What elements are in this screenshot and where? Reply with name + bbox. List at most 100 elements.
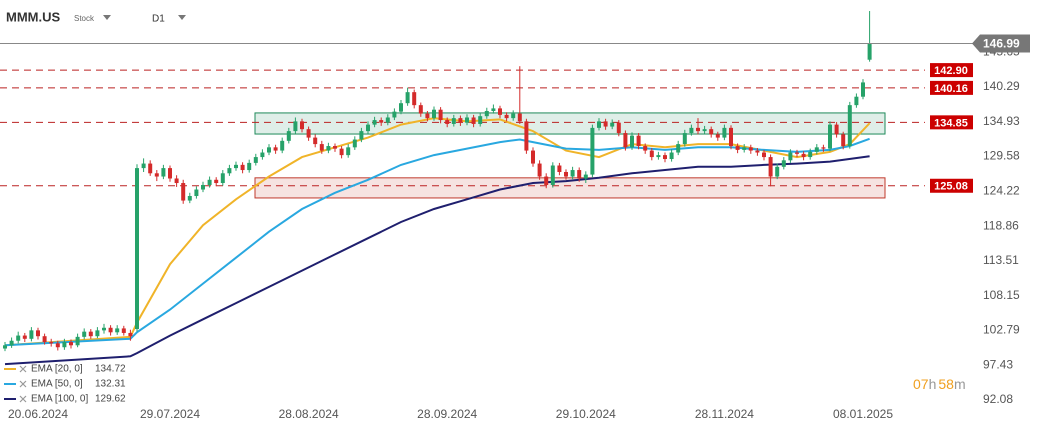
candle-body: [240, 164, 245, 171]
y-tick-label: 118.86: [983, 218, 1019, 232]
candle-body: [286, 131, 291, 141]
candle-body: [643, 146, 648, 151]
candle-body: [260, 152, 265, 158]
plot-area: [0, 11, 975, 366]
candle-body: [214, 179, 219, 184]
candle-body: [603, 121, 608, 127]
candle-body: [669, 152, 674, 160]
legend-remove[interactable]: [19, 365, 27, 373]
candle-body: [306, 129, 311, 138]
candle-body: [201, 184, 205, 190]
last-price-label: 146.99: [983, 37, 1020, 51]
candle-body: [36, 330, 40, 337]
x-tick-label: 20.06.2024: [8, 407, 68, 421]
candle-body: [346, 147, 351, 156]
candle-body: [570, 170, 575, 177]
candle-body: [432, 109, 436, 119]
candle-body: [616, 122, 621, 134]
candle-body: [412, 92, 417, 106]
candle-body: [339, 148, 344, 156]
candle-body: [517, 113, 522, 122]
zone: [254, 177, 886, 199]
candle-body: [702, 129, 707, 132]
candle-body: [445, 120, 450, 124]
legend-value: 129.62: [95, 394, 126, 405]
legend-value: 132.31: [95, 379, 126, 390]
candle-body: [293, 121, 298, 132]
candle-body: [834, 124, 839, 135]
candle-body: [399, 103, 403, 112]
y-tick-label: 102.79: [983, 323, 1020, 337]
candle-body: [418, 105, 423, 114]
candle-body: [663, 155, 667, 160]
candle-body: [821, 147, 826, 149]
interval[interactable]: D1: [152, 14, 165, 25]
candle-body: [867, 43, 872, 60]
x-tick-label: 08.01.2025: [833, 407, 893, 421]
candle-body: [788, 152, 793, 161]
candle-body: [438, 109, 443, 121]
candle-body: [95, 330, 100, 337]
candle-body: [273, 147, 278, 151]
candle-body: [75, 336, 80, 346]
candle-body: [709, 129, 714, 135]
candle-body: [465, 117, 469, 123]
candle-body: [115, 328, 120, 333]
symbol-dropdown[interactable]: [103, 15, 111, 20]
ema-line: [4, 117, 871, 347]
candle-body: [425, 113, 430, 119]
candle-body: [715, 134, 720, 138]
candle-body: [729, 127, 733, 147]
candle-body: [781, 160, 786, 167]
x-tick-label: 29.07.2024: [140, 407, 200, 421]
y-tick-label: 97.43: [983, 357, 1013, 371]
candle-body: [768, 157, 773, 177]
candle-body: [544, 176, 549, 185]
candle-body: [775, 166, 780, 177]
y-tick-label: 108.15: [983, 288, 1020, 302]
candle-body: [148, 163, 153, 174]
y-tick-label: 124.22: [983, 184, 1020, 198]
candle-body: [141, 163, 146, 169]
candle-body: [801, 153, 806, 158]
candle-body: [676, 144, 681, 153]
candle-body: [762, 152, 766, 158]
candle-body: [326, 146, 331, 151]
candle-body: [458, 118, 463, 123]
y-tick-label: 140.29: [983, 79, 1020, 93]
level-label: 125.08: [934, 181, 968, 193]
level-label: 140.16: [934, 83, 968, 95]
candle-body: [577, 170, 582, 179]
candle-body: [682, 133, 687, 145]
candle-body: [564, 171, 568, 177]
candle-body: [385, 117, 390, 123]
level-tag: [930, 178, 973, 193]
legend-remove[interactable]: [19, 395, 27, 403]
candle-body: [29, 330, 34, 339]
candle-body: [102, 327, 106, 331]
candle-body: [194, 189, 199, 197]
candle-body: [22, 335, 27, 339]
y-tick-label: 134.93: [983, 114, 1020, 128]
ema-line: [4, 155, 870, 366]
candle-body: [557, 165, 562, 172]
candle-body: [498, 108, 502, 115]
candle-body: [333, 146, 337, 149]
candle-body: [220, 173, 225, 184]
interval-dropdown[interactable]: [178, 15, 186, 20]
candle-body: [207, 179, 212, 185]
candle-body: [128, 332, 133, 337]
candle-body: [227, 168, 232, 174]
x-tick-label: 29.10.2024: [556, 407, 616, 421]
candle-body: [49, 342, 54, 344]
candle-body: [405, 92, 410, 104]
candle-body: [491, 108, 496, 111]
candle-body: [841, 134, 846, 147]
candle-body: [795, 152, 799, 154]
candle-body: [610, 122, 615, 127]
candle-body: [748, 147, 753, 151]
candle-body: [550, 165, 555, 185]
candle-body: [649, 150, 654, 158]
candle-body: [689, 127, 694, 134]
legend-remove[interactable]: [19, 380, 27, 388]
